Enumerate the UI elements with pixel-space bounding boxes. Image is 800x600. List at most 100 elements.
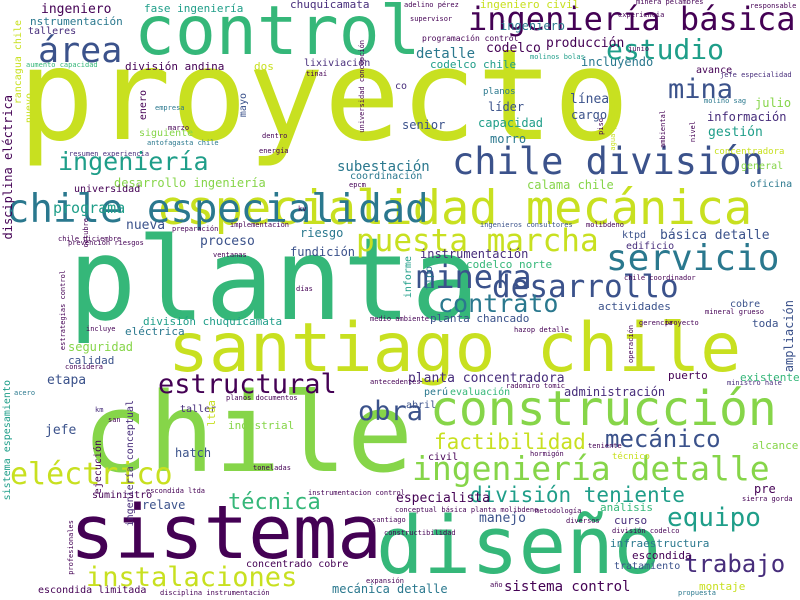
cloud-word: chuquicamata <box>290 0 370 11</box>
cloud-word: división andina <box>125 60 225 73</box>
cloud-word: piso <box>597 118 605 135</box>
cloud-word: disciplina instrumentación <box>160 589 270 597</box>
cloud-word: construcción <box>430 381 777 437</box>
cloud-word: planos documentos <box>226 394 298 402</box>
cloud-word: mineral grueso <box>705 308 765 316</box>
cloud-word: especialista <box>396 491 490 506</box>
cloud-word: santiago chile <box>168 309 742 388</box>
cloud-word: especialidad mecánica <box>158 181 753 236</box>
cloud-word: adelino pérez <box>404 1 459 9</box>
cloud-word: ventanas <box>213 251 247 259</box>
cloud-word: detalle <box>416 46 476 62</box>
cloud-word: planos <box>483 87 516 97</box>
cloud-word: calama chile <box>527 178 614 192</box>
cloud-word: evaluación <box>450 387 511 398</box>
cloud-word: concentradora <box>714 147 785 157</box>
cloud-word: programa <box>53 199 126 217</box>
cloud-word: gestión <box>708 125 763 140</box>
cloud-word: fase ingeniería <box>144 2 244 15</box>
cloud-word: nuevo <box>24 93 35 124</box>
cloud-word: universidad concepción <box>358 40 366 133</box>
cloud-word: experiencia <box>618 11 665 19</box>
cloud-word: dos <box>254 60 274 73</box>
cloud-word: considera <box>65 363 103 371</box>
cloud-word: ambiental <box>659 110 667 148</box>
cloud-word: jefe <box>45 423 77 438</box>
cloud-word: montaje <box>699 580 746 593</box>
cloud-word: tipo <box>424 266 435 291</box>
cloud-word: perú <box>424 387 449 398</box>
cloud-word: operación <box>627 325 635 363</box>
cloud-word: toda <box>752 317 779 330</box>
cloud-word: toneladas <box>253 464 291 472</box>
cloud-word: trabajo <box>684 550 786 578</box>
cloud-word: ingeniería <box>58 147 209 176</box>
cloud-word: división chuquicamata <box>143 315 283 328</box>
cloud-word: san <box>108 416 121 424</box>
cloud-word: división codelco <box>612 527 680 535</box>
cloud-word: información <box>707 110 787 124</box>
cloud-word: mina <box>668 74 734 105</box>
cloud-word: molinos bolas <box>530 53 585 61</box>
cloud-word: epcm <box>349 181 366 189</box>
cloud-word: nstrumentación <box>30 15 123 28</box>
cloud-word: escondida <box>632 549 692 562</box>
cloud-word: disciplina eléctrica <box>1 95 15 240</box>
cloud-word: ingeniero civil <box>480 0 580 11</box>
cloud-word: universidad <box>74 184 141 195</box>
cloud-word: minera <box>416 258 532 296</box>
cloud-word: empresa <box>155 104 185 112</box>
cloud-word: molibdeno <box>586 221 624 229</box>
cloud-word: mecánica detalle <box>332 582 448 596</box>
cloud-word: constructibilidad <box>384 529 456 537</box>
cloud-word: kv <box>298 205 307 213</box>
cloud-word: chile <box>82 369 414 497</box>
cloud-word: ministro hale <box>727 379 782 387</box>
cloud-word: implementación <box>230 221 290 229</box>
cloud-word: gerencia <box>639 319 673 327</box>
cloud-word: división teniente <box>470 483 685 507</box>
cloud-word: expansión <box>366 577 404 585</box>
cloud-word: escondida ltda <box>146 487 206 495</box>
cloud-word: curso <box>614 514 648 527</box>
cloud-word: tinaí <box>306 70 328 78</box>
cloud-word: codelco <box>486 41 541 56</box>
cloud-word: aumento capacidad <box>26 61 98 69</box>
cloud-word: estructural <box>158 369 337 400</box>
cloud-word: co <box>395 81 408 92</box>
cloud-word: capacidad <box>478 116 544 130</box>
cloud-word: responsable <box>750 2 797 10</box>
cloud-word: hatch <box>175 446 212 460</box>
cloud-word: año <box>490 581 503 589</box>
cloud-word: km <box>95 406 104 414</box>
cloud-word: ingeniero <box>41 2 112 17</box>
cloud-word: incluye <box>86 325 116 333</box>
cloud-word: nueva <box>126 218 166 233</box>
cloud-word: instalaciones <box>86 562 298 593</box>
cloud-word: jefe especialidad <box>720 71 792 79</box>
cloud-word: coordinación <box>350 171 423 182</box>
cloud-word: taller <box>180 404 217 415</box>
cloud-word: línea <box>570 92 610 107</box>
cloud-word: planta concentradora <box>408 371 565 386</box>
cloud-word: ingenieros consultores <box>480 221 573 229</box>
cloud-word: talleres <box>28 26 77 37</box>
cloud-word: sierra gorda <box>742 495 793 503</box>
cloud-word: molino sag <box>704 97 747 105</box>
cloud-word: planta <box>68 213 480 346</box>
cloud-word: oficina <box>750 179 793 190</box>
cloud-word: ejecución <box>93 440 104 495</box>
cloud-word: medio ambiente <box>370 315 430 323</box>
cloud-word: días <box>296 285 313 293</box>
cloud-word: siguiente <box>139 128 194 139</box>
cloud-word: general <box>741 161 784 172</box>
cloud-word: enero <box>138 90 149 121</box>
cloud-word: prevención riesgos <box>68 239 144 247</box>
cloud-word: concentrado cobre <box>246 559 349 570</box>
cloud-word: dentro <box>262 132 288 140</box>
cloud-word: alcance <box>752 439 799 452</box>
cloud-word: industrial <box>228 419 295 432</box>
cloud-word: codelco chile <box>430 58 517 71</box>
cloud-word: contrato <box>438 289 559 318</box>
